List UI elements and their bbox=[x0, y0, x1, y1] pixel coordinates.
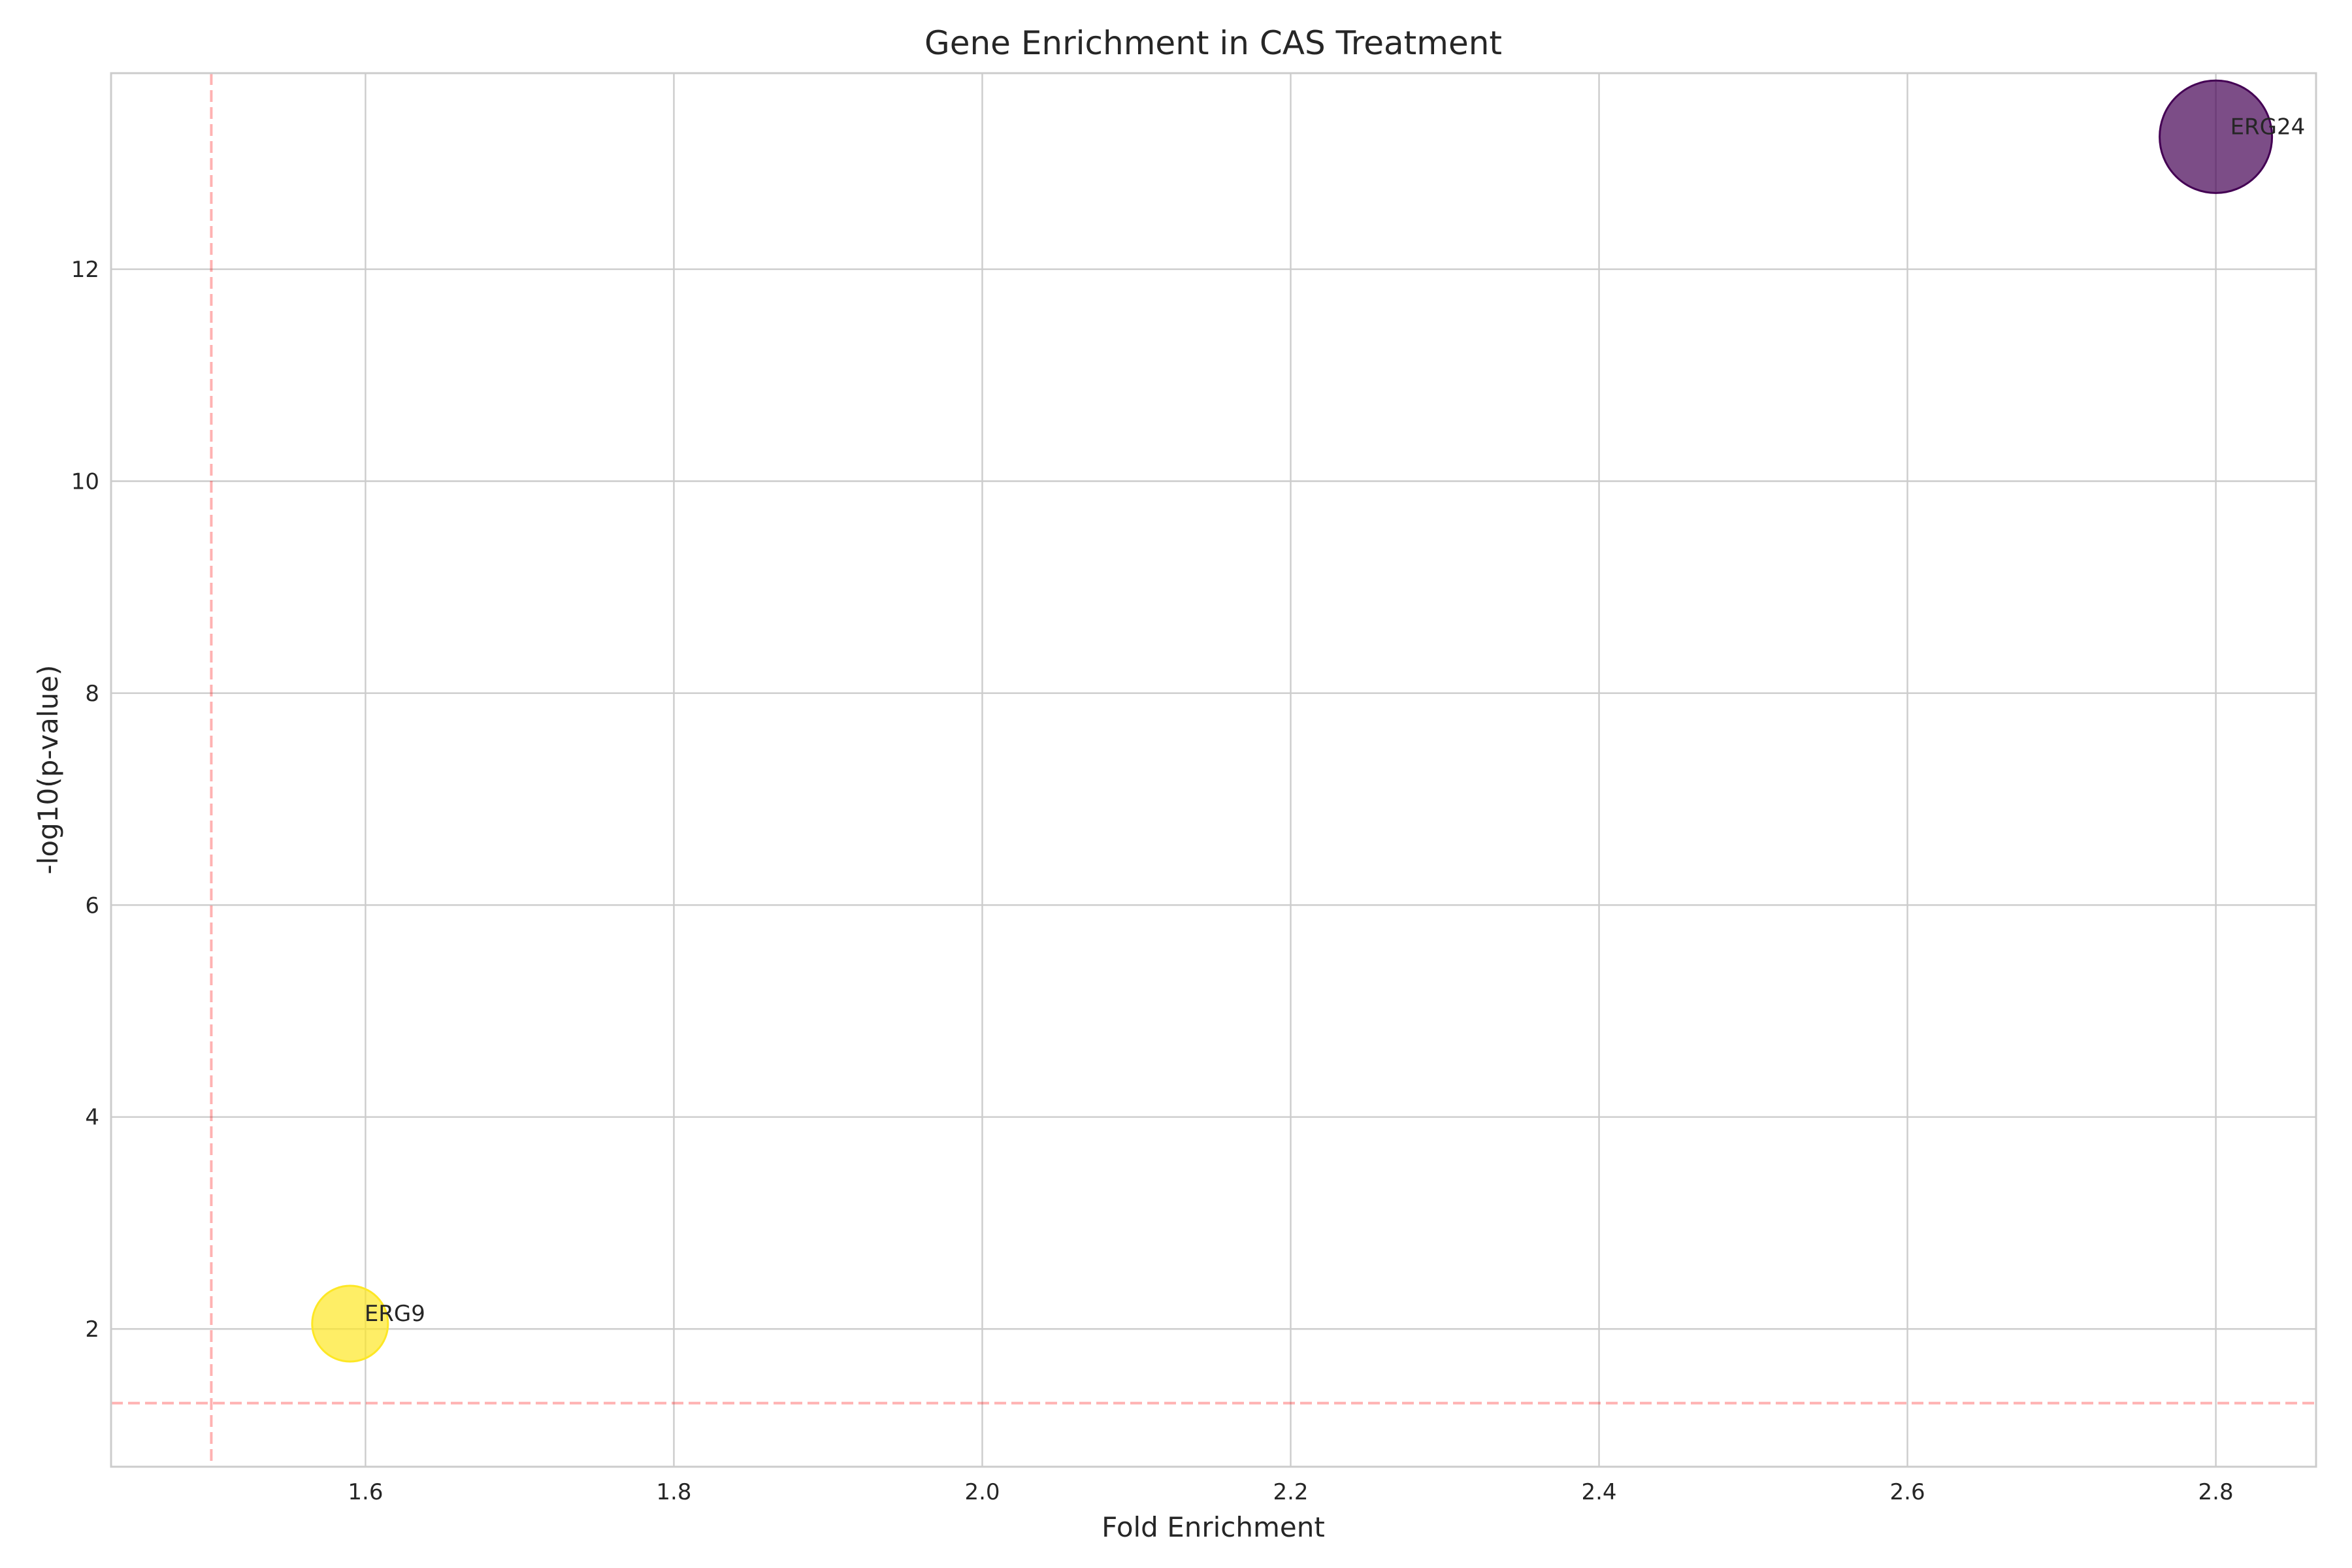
data-points bbox=[311, 79, 2274, 1363]
y-tick-label: 6 bbox=[85, 892, 99, 919]
data-point bbox=[311, 1284, 389, 1363]
y-tick-label: 10 bbox=[71, 468, 99, 495]
x-tick-label: 2.6 bbox=[1890, 1479, 1925, 1505]
x-tick-label: 2.0 bbox=[964, 1479, 1000, 1505]
x-tick-label: 1.8 bbox=[656, 1479, 691, 1505]
y-tick-label: 8 bbox=[85, 681, 99, 707]
x-tick-label: 2.8 bbox=[2198, 1479, 2234, 1505]
point-labels: ERG24 ERG9 bbox=[365, 114, 2305, 1327]
y-tick-label: 2 bbox=[85, 1316, 99, 1343]
x-axis-label: Fold Enrichment bbox=[1102, 1511, 1325, 1543]
grid-lines bbox=[111, 73, 2316, 1467]
x-tick-labels: 1.6 1.8 2.0 2.2 2.4 2.6 2.8 bbox=[348, 1479, 2233, 1505]
y-tick-label: 12 bbox=[71, 257, 99, 283]
y-tick-label: 4 bbox=[85, 1105, 99, 1131]
x-tick-label: 2.4 bbox=[1581, 1479, 1616, 1505]
x-tick-label: 2.2 bbox=[1273, 1479, 1308, 1505]
chart-title: Gene Enrichment in CAS Treatment bbox=[924, 24, 1502, 62]
x-tick-label: 1.6 bbox=[348, 1479, 383, 1505]
y-tick-labels: 2 4 6 8 10 12 bbox=[71, 257, 99, 1343]
plot-frame bbox=[110, 72, 2317, 1468]
reference-lines bbox=[111, 73, 2316, 1467]
point-label: ERG9 bbox=[365, 1301, 425, 1327]
data-point bbox=[2159, 79, 2274, 194]
point-label: ERG24 bbox=[2230, 114, 2306, 140]
y-axis-label: -log10(p-value) bbox=[32, 665, 64, 875]
